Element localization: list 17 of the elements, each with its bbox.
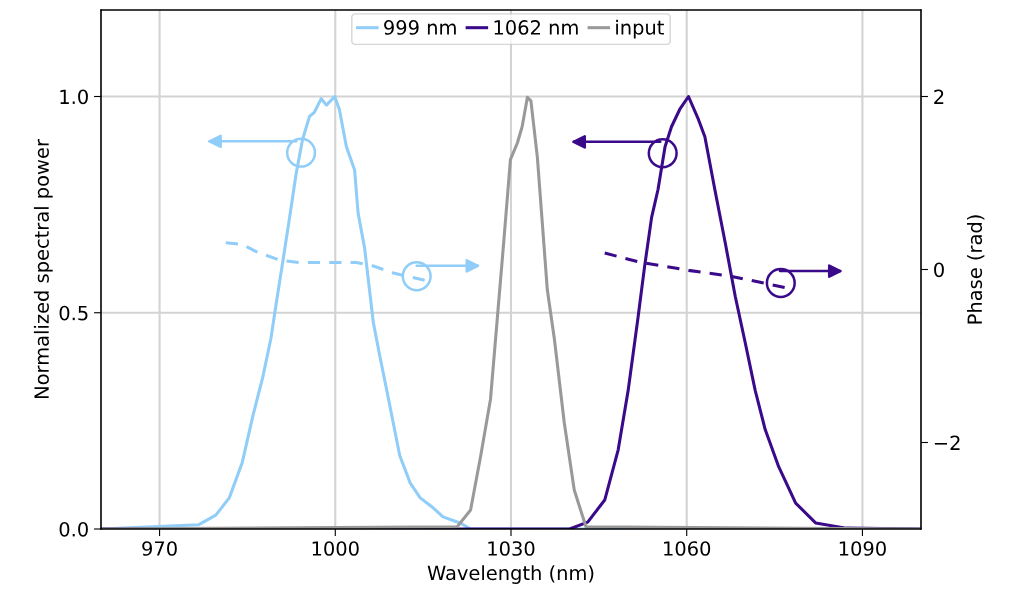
legend-label: 999 nm [384,20,456,35]
y-tick-label: 1.0 [60,89,88,105]
x-tick-label: 1090 [839,541,886,556]
y2-axis-title: Phase (rad) [967,215,985,324]
y2-tick-label: 2 [934,89,944,104]
x-tick-label: 970 [142,541,177,556]
y-tick-label: 0.5 [59,305,88,321]
y2-tick-label: −2 [934,435,960,450]
y-axis-title: Normalized spectral power [33,139,53,398]
legend-label: input [616,19,664,39]
x-tick-label: 1030 [488,541,535,556]
x-tick-label: 1000 [312,541,359,556]
legend-label: 1062 nm [494,20,578,35]
y-tick-label: 0.0 [59,521,88,537]
x-tick-label: 1060 [664,541,711,556]
y2-tick-label: 0 [934,262,944,278]
x-axis-title: Wavelength (nm) [427,565,594,584]
